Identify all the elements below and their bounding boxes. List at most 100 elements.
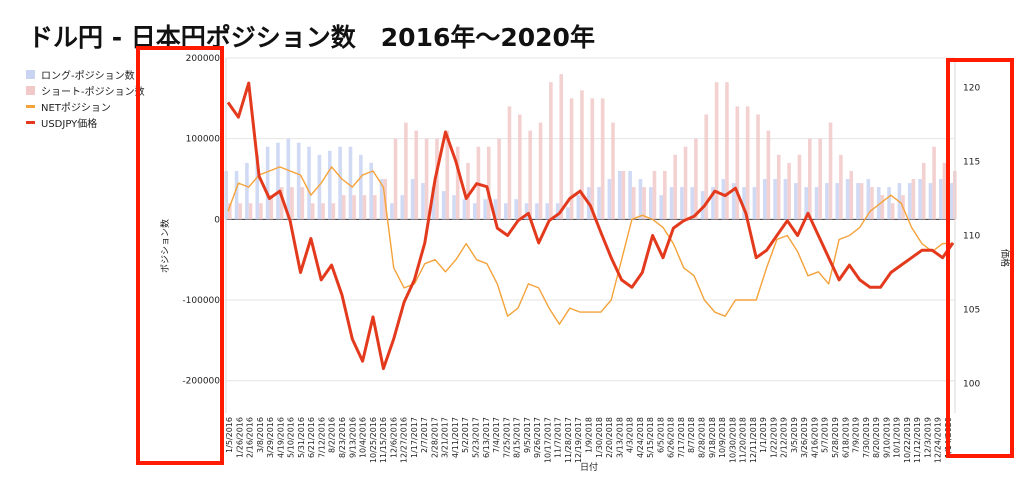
bar-short bbox=[652, 170, 657, 220]
bar-long bbox=[576, 195, 581, 220]
bar-short bbox=[549, 82, 553, 220]
bar-long bbox=[307, 146, 311, 220]
bar-long bbox=[928, 183, 933, 220]
bar-long bbox=[441, 191, 446, 220]
legend-item-price[interactable]: USDJPY価格 bbox=[26, 114, 145, 130]
bar-short bbox=[362, 195, 367, 220]
axes: 200000 100000 0 -100000 -200000 120 115 110 105 1… bbox=[182, 54, 980, 463]
bar-short bbox=[435, 138, 439, 220]
x-tick-label: 10/17/2017 bbox=[543, 417, 552, 463]
bar-long bbox=[949, 183, 953, 220]
x-tick-label: 11/15/2016 bbox=[379, 417, 388, 463]
x-tick-label: 10/25/2016 bbox=[369, 417, 378, 463]
gridlines bbox=[226, 57, 955, 382]
bar-long bbox=[493, 199, 498, 220]
x-tick-label: 4/24/2018 bbox=[636, 417, 645, 458]
x-tick-label: 9/10/2019 bbox=[882, 417, 891, 458]
bar-short bbox=[331, 203, 336, 220]
x-tick-label: 7/25/2017 bbox=[502, 417, 511, 458]
bar-short bbox=[932, 146, 936, 220]
bar-long bbox=[845, 179, 850, 220]
bar-long bbox=[524, 203, 529, 220]
x-tick-label: 1/9/2018 bbox=[585, 417, 594, 453]
bar-short bbox=[776, 154, 781, 220]
x-tick-label: 5/2/2017 bbox=[461, 417, 470, 453]
x-tick-label: 11/20/2018 bbox=[739, 417, 748, 463]
legend-item-net[interactable]: NETポジション bbox=[26, 98, 145, 114]
bar-short bbox=[414, 130, 419, 220]
x-tick-label: 8/28/2018 bbox=[698, 417, 707, 458]
x-tick-label: 6/18/2019 bbox=[841, 417, 850, 458]
x-tick-label: 3/29/2016 bbox=[266, 417, 275, 458]
x-tick-label: 7/12/2016 bbox=[317, 417, 326, 458]
bar-short bbox=[756, 114, 760, 220]
bar-short bbox=[631, 187, 636, 220]
bar-long bbox=[535, 203, 539, 220]
legend-item-short[interactable]: ショート-ポジション数 bbox=[26, 82, 145, 98]
bar-short bbox=[300, 187, 305, 220]
x-tick-label: 2/20/2018 bbox=[605, 417, 614, 458]
bar-short bbox=[818, 138, 822, 220]
x-tick-label: 1/17/2017 bbox=[410, 417, 419, 458]
x-tick-label: 4/16/2019 bbox=[811, 417, 820, 458]
bar-long bbox=[700, 191, 705, 220]
bar-short bbox=[611, 122, 615, 220]
legend-label-short: ショート-ポジション数 bbox=[41, 86, 145, 98]
legend-item-long[interactable]: ロング-ポジション数 bbox=[26, 66, 145, 82]
bar-short bbox=[445, 130, 450, 220]
y-tick-label-right: 110 bbox=[963, 232, 980, 242]
bar-short bbox=[725, 82, 729, 220]
bar-long bbox=[379, 179, 384, 220]
x-tick-label: 7/30/2019 bbox=[862, 417, 871, 458]
x-tick-label: 10/4/2016 bbox=[359, 417, 368, 458]
legend-label-net: NETポジション bbox=[41, 102, 111, 114]
y-tick-label-left: 100000 bbox=[186, 135, 221, 145]
bar-short bbox=[248, 203, 253, 220]
bar-short bbox=[310, 203, 315, 220]
bar-short bbox=[787, 162, 791, 220]
bar-short bbox=[839, 154, 843, 220]
x-tick-label: 12/6/2016 bbox=[389, 417, 398, 458]
bar-short bbox=[269, 195, 274, 220]
x-tick-label: 7/17/2018 bbox=[677, 417, 686, 458]
bar-short bbox=[663, 170, 667, 220]
bar-short bbox=[849, 170, 854, 220]
bar-short bbox=[673, 154, 677, 220]
bar-short bbox=[507, 106, 512, 220]
x-tick-label: 1/26/2016 bbox=[235, 417, 244, 458]
legend-swatch-price bbox=[26, 120, 35, 124]
bar-long bbox=[359, 154, 363, 220]
bar-long bbox=[907, 183, 912, 220]
chart-title: ドル円 - 日本円ポジション数 2016年〜2020年 bbox=[28, 23, 595, 52]
x-tick-label: 5/23/2017 bbox=[472, 417, 481, 458]
bar-long bbox=[742, 187, 746, 220]
bar-short bbox=[279, 187, 284, 220]
bar-short bbox=[797, 154, 802, 220]
highlight-right-axis bbox=[946, 58, 1014, 458]
x-tick-label: 6/21/2016 bbox=[307, 417, 316, 458]
bar-long bbox=[762, 179, 767, 220]
bar-long bbox=[369, 162, 373, 220]
bar-long bbox=[690, 187, 695, 220]
x-tick-label: 10/9/2018 bbox=[718, 417, 727, 458]
x-axis-label: 日付 bbox=[580, 462, 598, 473]
bar-short bbox=[290, 187, 294, 220]
y-axis-label-left: ポジション数 bbox=[159, 219, 171, 273]
x-tick-label: 1/1/2019 bbox=[759, 417, 768, 453]
bar-long bbox=[649, 187, 653, 220]
bar-short bbox=[228, 203, 232, 220]
x-tick-label: 3/21/2017 bbox=[441, 417, 450, 458]
bar-series bbox=[224, 74, 957, 220]
bar-long bbox=[752, 187, 757, 220]
y-tick-label-left: -100000 bbox=[182, 296, 220, 306]
bar-long bbox=[327, 150, 332, 220]
bar-short bbox=[393, 138, 398, 220]
bar-long bbox=[338, 146, 342, 220]
x-tick-label: 6/5/2018 bbox=[656, 417, 665, 453]
legend-swatch-net bbox=[26, 104, 35, 108]
x-tick-label: 3/13/2018 bbox=[615, 417, 624, 458]
y-tick-label-right: 100 bbox=[963, 379, 980, 389]
bar-short bbox=[321, 203, 325, 220]
bar-short bbox=[600, 98, 605, 220]
bar-short bbox=[890, 203, 895, 220]
